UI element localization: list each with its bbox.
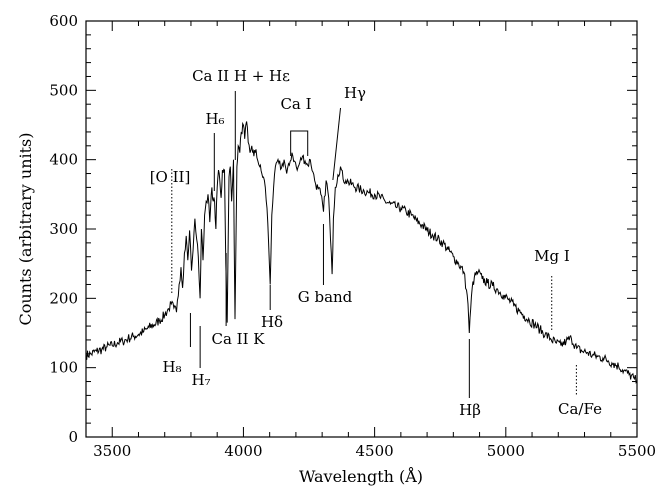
annotation-label: Hδ bbox=[261, 313, 283, 331]
annotation-label: Ca II H + Hε bbox=[192, 67, 290, 85]
spectrum-layer bbox=[85, 121, 638, 384]
axis-layer: 3500 4000 4500 5000 5500 0 100 200 300 400 500 600 bbox=[49, 12, 656, 460]
y-tick-label: 100 bbox=[49, 359, 78, 377]
spectrum-line bbox=[85, 121, 638, 384]
x-tick-label: 5500 bbox=[618, 442, 656, 460]
annotation-label: H₈ bbox=[162, 358, 181, 376]
annotation-label: G band bbox=[298, 288, 353, 306]
y-tick-label: 0 bbox=[68, 428, 78, 446]
y-tick-label: 500 bbox=[49, 81, 78, 99]
y-tick-label: 600 bbox=[49, 12, 78, 30]
annotation-line bbox=[332, 107, 342, 181]
annotation-label: Hβ bbox=[459, 401, 481, 419]
annotation-label: Ca/Fe bbox=[558, 400, 602, 418]
annotation-label: H₇ bbox=[191, 371, 210, 389]
annotation-bracket bbox=[290, 130, 309, 156]
y-tick-label: 400 bbox=[49, 151, 78, 169]
annotation-label: H₆ bbox=[205, 110, 224, 128]
annotation-layer: [O II] H₈ H₇ H₆ Ca II K Ca II H + Hε Hδ Ca I G b… bbox=[150, 67, 602, 419]
annotation-label: Hγ bbox=[344, 84, 366, 102]
x-tick-label: 4500 bbox=[356, 442, 394, 460]
x-tick-label: 3500 bbox=[93, 442, 131, 460]
annotation-label: Mg I bbox=[534, 247, 570, 265]
annotation-label: Ca I bbox=[280, 95, 311, 113]
x-axis-label: Wavelength (Å) bbox=[299, 466, 423, 486]
y-tick-label: 200 bbox=[49, 289, 78, 307]
x-tick-label: 4000 bbox=[224, 442, 262, 460]
x-tick-label: 5000 bbox=[487, 442, 525, 460]
y-tick-label: 300 bbox=[49, 220, 78, 238]
y-axis-label: Counts (arbitrary units) bbox=[16, 133, 35, 326]
annotation-label: Ca II K bbox=[211, 330, 265, 348]
annotation-label: [O II] bbox=[150, 168, 191, 186]
